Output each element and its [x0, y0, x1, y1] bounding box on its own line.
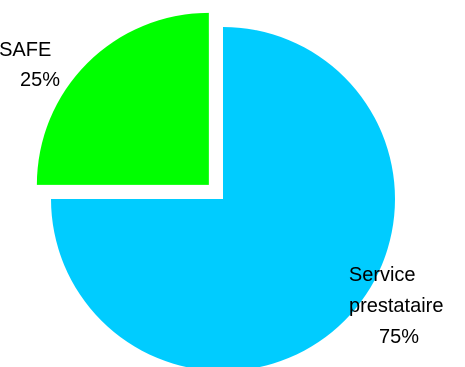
pie-slice-service-prestataire	[51, 27, 395, 367]
slice-label-safe-name: SAFE	[0, 39, 51, 61]
slice-label-safe: SAFE 25%	[0, 39, 60, 91]
slice-label-service-name-line2: prestataire	[349, 295, 444, 317]
slice-label-safe-percent: 25%	[20, 69, 60, 91]
slice-label-service-name-line1: Service	[349, 264, 416, 286]
slice-label-service-prestataire: Service prestataire 75%	[349, 264, 449, 348]
slice-label-service-percent: 75%	[379, 326, 419, 348]
pie-slices	[36, 12, 395, 367]
pie-slice-safe	[36, 12, 209, 185]
